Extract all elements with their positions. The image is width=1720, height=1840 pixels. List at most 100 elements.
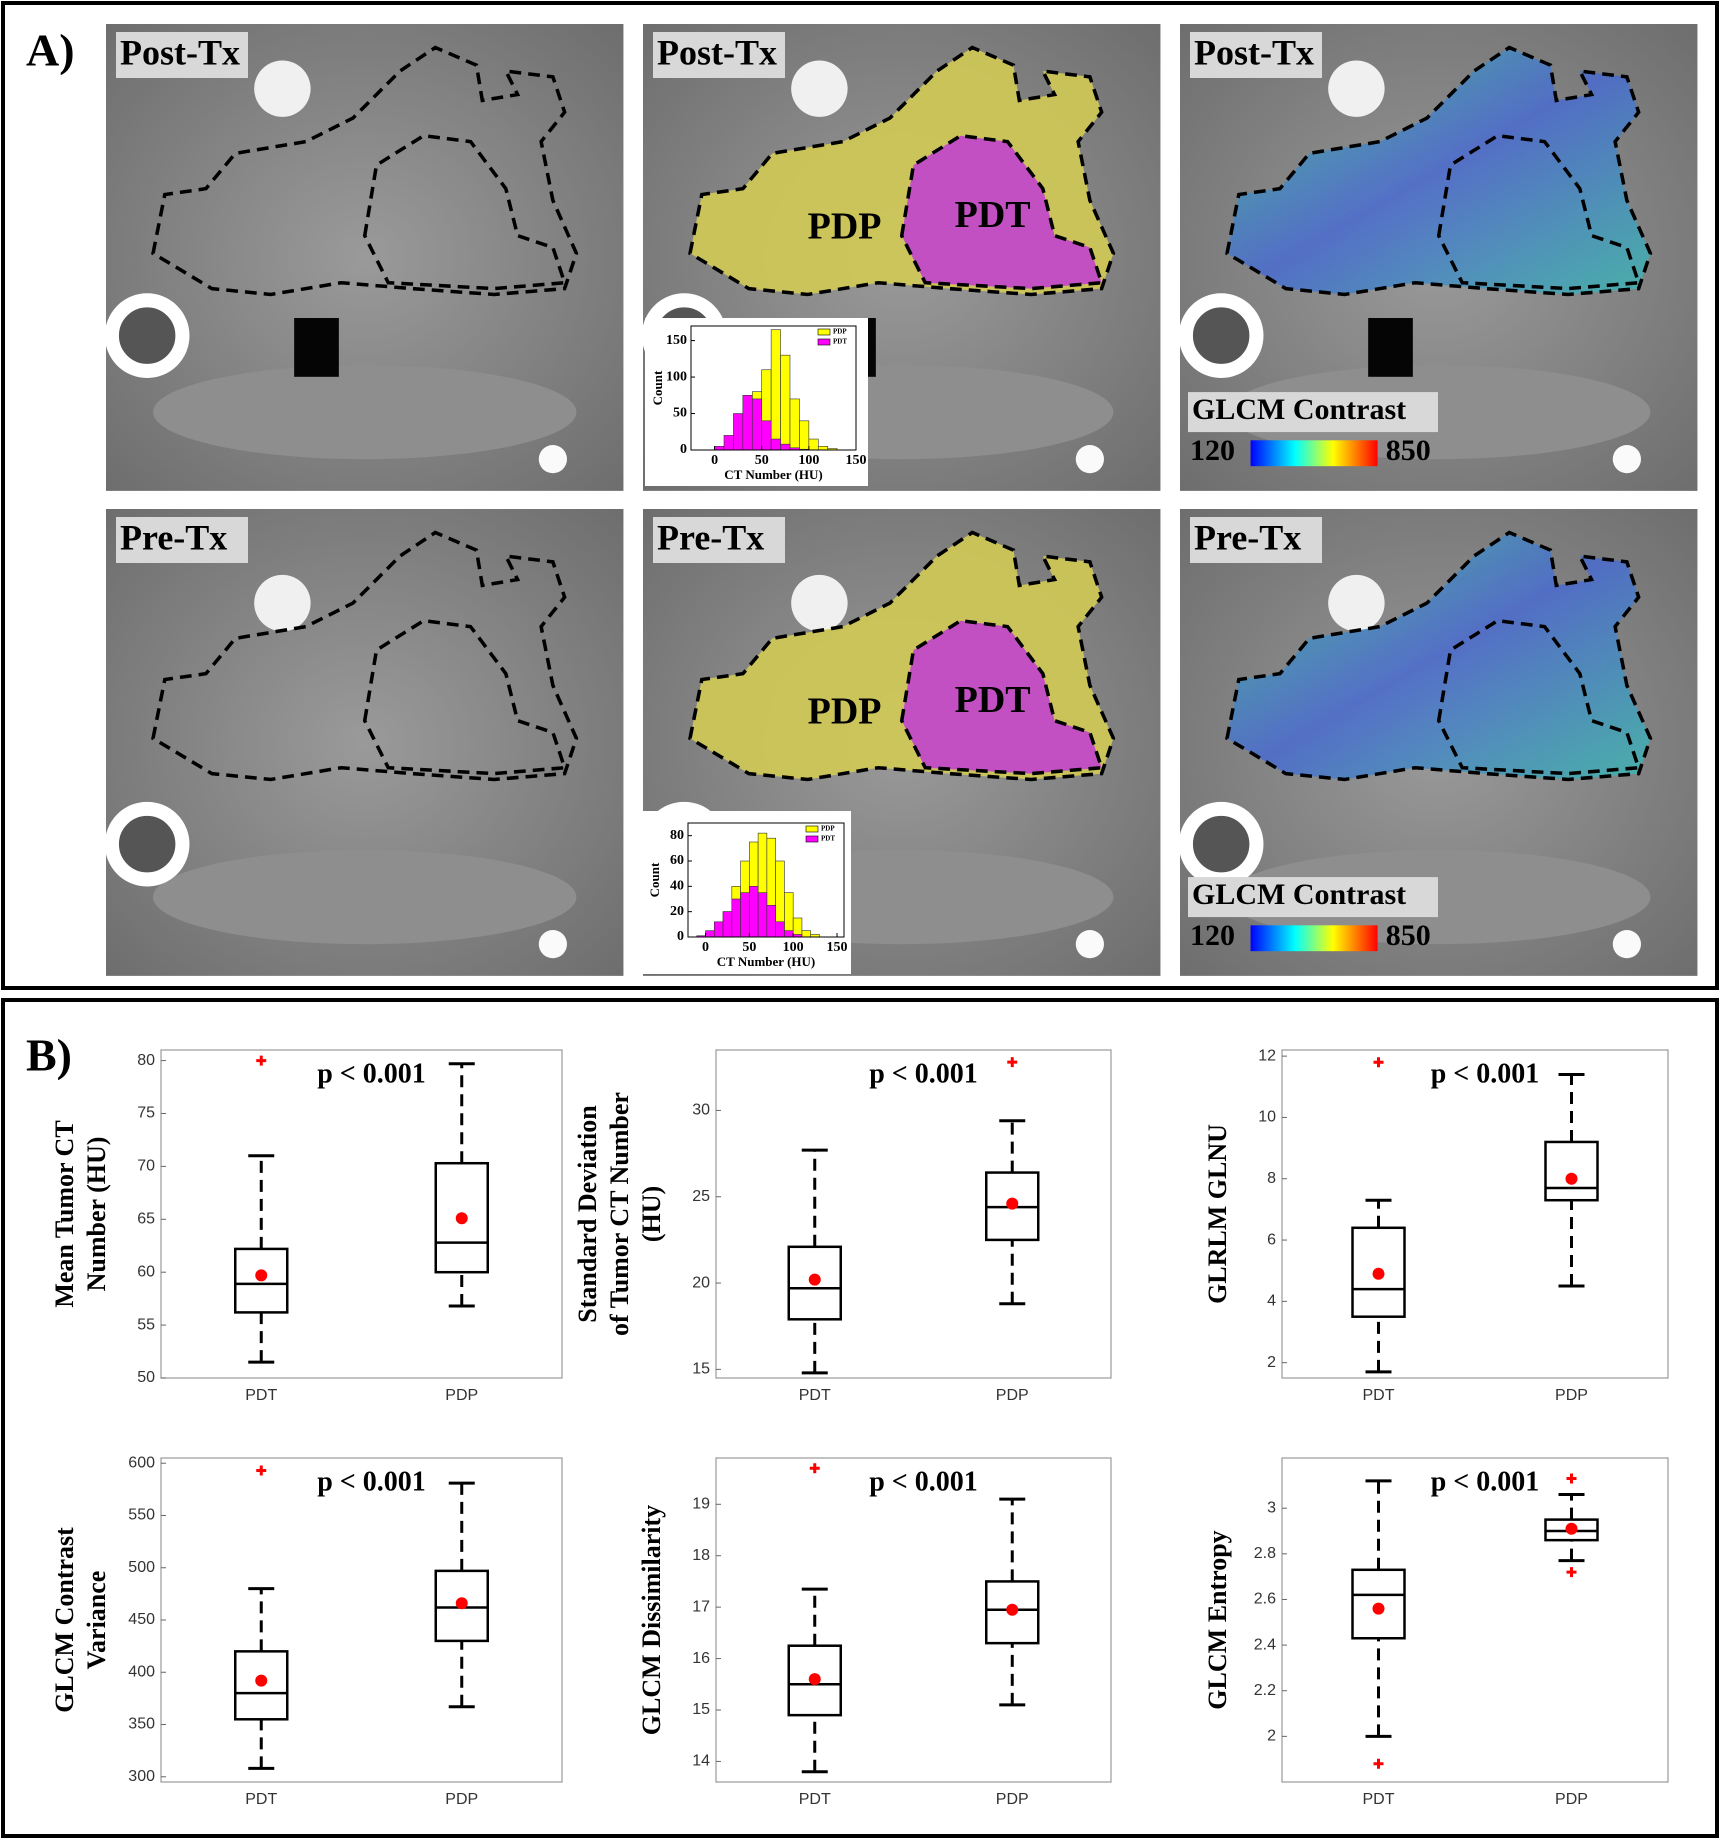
label-bg xyxy=(653,32,785,78)
box xyxy=(1351,1568,1406,1640)
mean-marker xyxy=(1565,1172,1578,1185)
vessel xyxy=(1075,445,1104,474)
y-tick-label: 150 xyxy=(666,333,687,348)
y-tick-label: 25 xyxy=(692,1188,710,1205)
outlier xyxy=(256,1055,267,1066)
y-tick-label: 80 xyxy=(137,1052,155,1069)
x-tick-label: PDT xyxy=(245,1791,277,1808)
box xyxy=(787,1644,842,1717)
histogram-bar xyxy=(722,911,733,938)
legend-swatch xyxy=(805,835,819,843)
mean-marker xyxy=(455,1212,468,1225)
ring xyxy=(1178,293,1264,378)
y-tick-label: 20 xyxy=(692,1274,710,1291)
contour xyxy=(151,530,579,782)
ct-structure xyxy=(153,365,577,460)
vessel xyxy=(1328,574,1385,632)
region-label: PDP xyxy=(808,206,882,248)
ct-structure xyxy=(1227,365,1651,460)
y-tick-label: 0 xyxy=(680,442,687,457)
y-axis-label: Variance xyxy=(82,1571,111,1670)
contour xyxy=(688,45,1116,297)
vessel xyxy=(1328,60,1385,117)
y-tick-label: 14 xyxy=(692,1753,710,1770)
ring xyxy=(104,293,190,378)
vessel xyxy=(791,574,848,632)
y-tick-label: 20 xyxy=(670,904,684,919)
ring xyxy=(104,801,190,887)
x-tick-label: PDP xyxy=(445,1791,478,1808)
box xyxy=(434,1569,489,1643)
histogram-bar xyxy=(801,930,811,938)
timepoint-label: Post-Tx xyxy=(657,32,777,72)
y-tick-label: 300 xyxy=(128,1768,155,1785)
annotation: p < 0.001 xyxy=(317,1058,426,1089)
contour xyxy=(899,618,1105,776)
histogram-bar xyxy=(713,921,724,938)
vessel xyxy=(538,445,567,474)
y-tick-label: 18 xyxy=(692,1547,710,1564)
y-tick-label: 3 xyxy=(1267,1499,1276,1516)
box xyxy=(234,1247,289,1314)
mean-marker xyxy=(1006,1197,1019,1210)
x-tick-label: PDT xyxy=(245,1387,277,1404)
y-tick-label: 2.8 xyxy=(1254,1545,1276,1562)
label-bg xyxy=(1190,517,1322,563)
y-tick-label: 600 xyxy=(128,1454,155,1471)
contour xyxy=(362,618,568,776)
plot-frame xyxy=(160,1457,563,1783)
outlier xyxy=(1566,1567,1577,1578)
y-tick-label: 100 xyxy=(666,369,687,384)
air xyxy=(294,318,339,377)
legend-label: PDT xyxy=(821,835,835,843)
mean-marker xyxy=(1006,1603,1019,1616)
timepoint-label: Pre-Tx xyxy=(657,517,764,557)
panel-label: B) xyxy=(26,1030,72,1081)
y-tick-label: 70 xyxy=(137,1158,155,1175)
vessel xyxy=(1612,930,1641,959)
plot-frame xyxy=(715,1049,1112,1379)
label-bg xyxy=(1188,877,1438,918)
x-tick-label: 0 xyxy=(711,453,718,468)
y-tick-label: 60 xyxy=(670,853,684,868)
box xyxy=(1544,1140,1599,1202)
outlier xyxy=(256,1465,267,1476)
mean-marker xyxy=(455,1597,468,1610)
histogram-bar xyxy=(740,892,750,938)
vessel xyxy=(254,574,311,632)
vessel xyxy=(538,930,567,959)
x-tick-label: PDT xyxy=(1363,1791,1395,1808)
x-tick-label: 0 xyxy=(702,940,709,955)
outlier xyxy=(1566,1473,1577,1484)
annotation: p < 0.001 xyxy=(869,1466,978,1497)
colorbar-min: 120 xyxy=(1190,919,1235,952)
annotation: p < 0.001 xyxy=(1431,1466,1540,1497)
ct-structure xyxy=(1227,850,1651,945)
y-tick-label: 500 xyxy=(128,1559,155,1576)
x-tick-label: 50 xyxy=(742,940,756,955)
plot-frame xyxy=(160,1049,563,1379)
timepoint-label: Pre-Tx xyxy=(120,517,227,557)
y-tick-label: 6 xyxy=(1267,1231,1276,1248)
air xyxy=(1368,318,1413,377)
y-tick-label: 55 xyxy=(137,1316,155,1333)
legend-swatch xyxy=(817,338,831,346)
plot-frame xyxy=(690,325,857,451)
box xyxy=(234,1650,289,1721)
contour xyxy=(899,133,1105,291)
y-axis-label: GLRLM GLNU xyxy=(1203,1124,1232,1304)
vessel xyxy=(254,60,311,117)
legend-label: PDP xyxy=(821,825,835,833)
histogram-bar xyxy=(723,435,734,451)
contour xyxy=(1436,618,1642,776)
outlier xyxy=(1373,1758,1384,1769)
colorbar-title: GLCM Contrast xyxy=(1192,878,1406,911)
y-axis-label: Mean Tumor CT xyxy=(50,1120,79,1307)
ct-structure xyxy=(153,850,577,945)
outlier xyxy=(809,1463,820,1474)
y-tick-label: 40 xyxy=(670,879,684,894)
y-tick-label: 17 xyxy=(692,1598,710,1615)
y-tick-label: 30 xyxy=(692,1102,710,1119)
mean-marker xyxy=(1565,1522,1578,1535)
histogram-bar xyxy=(757,892,768,938)
